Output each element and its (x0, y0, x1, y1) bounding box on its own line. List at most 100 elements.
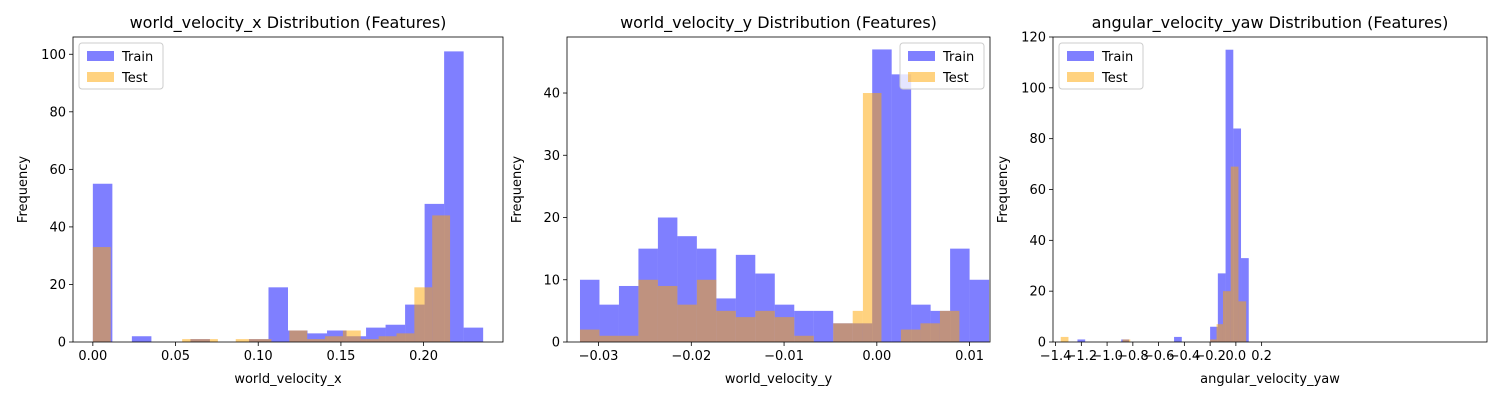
x-tick-label: −0.6 (1143, 349, 1175, 364)
x-tick-label: 0.0 (1226, 349, 1247, 364)
bar-test (253, 339, 272, 342)
bar-test (852, 310, 863, 342)
bar-test (396, 333, 415, 342)
bar-train (1225, 49, 1234, 342)
x-tick-label: −1.0 (1091, 349, 1123, 364)
bar-test (1210, 339, 1217, 342)
bar-train (1174, 336, 1182, 342)
bar-test (307, 339, 326, 342)
bar-test (638, 279, 658, 342)
bar-test (182, 339, 201, 342)
bar-test (579, 329, 600, 342)
bar-test (755, 310, 775, 342)
bar-test (833, 323, 853, 342)
legend-label-train: Train (942, 50, 974, 65)
bar-train (813, 310, 834, 342)
bar-test (774, 317, 795, 342)
chart-panel-1: 0.00 0.05 0.10 0.15 0.20 0 20 40 60 80 100 world_ve… (16, 13, 504, 387)
x-axis-label: world_velocity_x (234, 372, 342, 387)
bar-test (696, 279, 717, 342)
y-tick-label: 100 (41, 48, 66, 63)
bar-train (618, 285, 639, 342)
y-tick-label: 100 (1021, 81, 1046, 96)
y-tick-label: 10 (543, 273, 560, 288)
bar-test (794, 335, 814, 342)
legend-label-test: Test (942, 71, 969, 86)
x-tick-label: 0.10 (244, 349, 273, 364)
bar-test (360, 339, 379, 342)
bar-test (1122, 339, 1131, 342)
bar-test (378, 336, 397, 342)
histogram-bars (1060, 49, 1249, 342)
chart-panel-2: −0.03 −0.02 −0.01 0.00 0.01 0 10 20 30 40 world_ve… (510, 13, 991, 387)
x-tick-label: −0.03 (579, 349, 619, 364)
bar-test (1238, 301, 1247, 342)
bar-test (900, 329, 921, 342)
bar-train (131, 336, 152, 342)
y-tick-label: 20 (49, 278, 66, 293)
y-tick-label: 20 (1029, 285, 1046, 300)
y-tick-label: 60 (1029, 183, 1046, 198)
x-tick-label: 0.00 (78, 349, 107, 364)
bar-test (735, 317, 756, 342)
y-axis-label: Frequency (16, 156, 31, 223)
x-tick-label: −0.01 (764, 349, 804, 364)
x-tick-label: −0.2 (1194, 349, 1226, 364)
legend-swatch-train (908, 51, 935, 61)
x-tick-label: 0.01 (955, 349, 984, 364)
bar-test (1222, 291, 1231, 342)
axes-frame (72, 36, 504, 343)
bar-train (969, 279, 990, 342)
x-tick-label: −0.02 (671, 349, 711, 364)
axes-frame (566, 36, 991, 343)
x-axis-label: angular_velocity_yaw (1200, 372, 1340, 387)
legend-label-test: Test (121, 71, 148, 86)
bar-test (716, 310, 736, 342)
x-tick-label: −1.4 (1040, 349, 1072, 364)
bar-test (342, 330, 361, 342)
bar-test (657, 285, 678, 342)
x-tick-label: 0.2 (1251, 349, 1272, 364)
bar-test (92, 247, 111, 342)
bar-train (1210, 326, 1218, 342)
y-tick-label: 80 (49, 105, 66, 120)
y-tick-label: 40 (543, 87, 560, 102)
y-tick-label: 60 (49, 163, 66, 178)
bar-train (1241, 258, 1249, 342)
chart-title: world_velocity_y Distribution (Features) (620, 13, 937, 33)
legend-swatch-test (87, 72, 114, 82)
bar-test (200, 339, 218, 342)
y-tick-label: 0 (1038, 336, 1046, 351)
x-tick-label: −1.2 (1066, 349, 1098, 364)
bar-train (268, 287, 288, 342)
bar-test (862, 93, 882, 342)
legend-swatch-train (1067, 51, 1094, 61)
x-tick-label: 0.15 (326, 349, 355, 364)
y-tick-label: 40 (49, 220, 66, 235)
bar-train (1217, 273, 1226, 342)
bar-test (235, 339, 254, 342)
bar-train (1077, 339, 1086, 342)
legend-label-train: Train (121, 50, 153, 65)
bar-train (307, 333, 328, 342)
x-tick-label: −0.8 (1117, 349, 1149, 364)
bar-test (1230, 166, 1239, 342)
x-tick-label: −0.4 (1169, 349, 1201, 364)
bar-test (325, 336, 343, 342)
legend-swatch-test (1067, 72, 1094, 82)
x-tick-label: 0.05 (161, 349, 190, 364)
legend-label-train: Train (1101, 50, 1133, 65)
y-tick-label: 20 (543, 211, 560, 226)
bar-test (599, 335, 619, 342)
bar-test (939, 310, 960, 342)
legend-swatch-test (908, 72, 935, 82)
bar-test (618, 335, 639, 342)
legend: Train Test (899, 42, 985, 90)
histogram-bars (92, 51, 484, 342)
legend: Train Test (78, 42, 164, 90)
legend-label-test: Test (1101, 71, 1128, 86)
bar-test (677, 304, 697, 342)
bar-test (414, 287, 433, 342)
chart-panel-3: −1.4−1.2−1.0−0.8−0.6−0.4−0.2 0.0 0.2 0 20 40 6… (996, 13, 1488, 387)
